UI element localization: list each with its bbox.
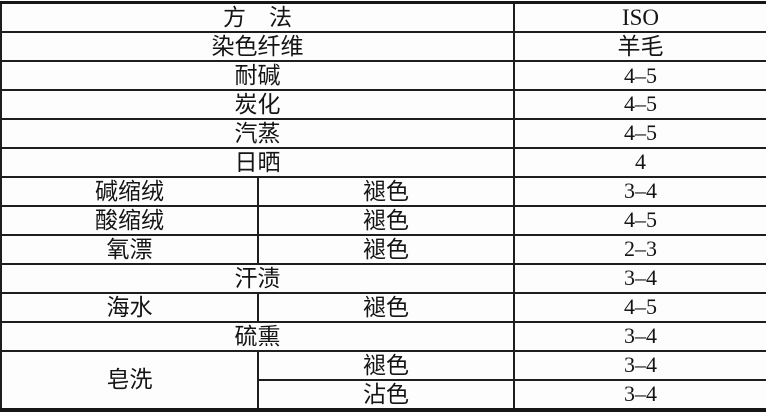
grade-cell: 4–5 — [513, 204, 766, 236]
method-cell: 耐碱 — [0, 60, 515, 91]
table-row-header: 方 法 ISO — [0, 1, 766, 34]
method-cell: 皂洗 — [0, 349, 259, 412]
effect-cell: 褪色 — [257, 175, 515, 207]
effect-cell: 褪色 — [257, 349, 515, 381]
table-row-alkali-milling: 碱缩绒 褪色 3–4 — [0, 175, 766, 207]
standard-header-cell: ISO — [513, 1, 766, 34]
grade-cell: 4–5 — [513, 60, 766, 91]
grade-cell: 3–4 — [513, 378, 766, 412]
method-cell: 碱缩绒 — [0, 175, 259, 207]
method-cell: 硫熏 — [0, 320, 515, 352]
table-row-perspiration: 汗渍 3–4 — [0, 262, 766, 294]
grade-cell: 3–4 — [513, 349, 766, 381]
grade-cell: 3–4 — [513, 320, 766, 352]
table-row-oxygen-bleach: 氧漂 褪色 2–3 — [0, 233, 766, 265]
grade-cell: 3–4 — [513, 262, 766, 294]
method-header-cell: 方 法 — [0, 1, 515, 34]
method-cell: 汗渍 — [0, 262, 515, 294]
table-row-carbonizing: 炭化 4–5 — [0, 89, 766, 120]
method-cell: 氧漂 — [0, 233, 259, 265]
effect-cell: 褪色 — [257, 204, 515, 236]
grade-cell: 3–4 — [513, 175, 766, 207]
table-row-alkali: 耐碱 4–5 — [0, 60, 766, 91]
table-row-soaping-stain: 沾色 3–4 — [1, 378, 766, 412]
table-row-steaming: 汽蒸 4–5 — [0, 117, 766, 149]
method-cell: 染色纤维 — [0, 31, 515, 63]
grade-cell: 4–5 — [513, 89, 766, 120]
value-cell: 羊毛 — [513, 31, 766, 63]
table-row-soaping-fade: 皂洗 褪色 3–4 — [0, 349, 766, 412]
method-cell: 海水 — [0, 291, 259, 323]
method-cell: 日晒 — [0, 146, 515, 178]
effect-cell: 褪色 — [257, 233, 515, 265]
grade-cell: 4–5 — [513, 291, 766, 323]
effect-cell: 沾色 — [257, 378, 515, 412]
method-cell: 酸缩绒 — [0, 204, 259, 236]
table-row-light: 日晒 4 — [0, 146, 766, 178]
method-cell: 炭化 — [0, 89, 515, 120]
grade-cell: 4 — [513, 146, 766, 178]
table-row-seawater: 海水 褪色 4–5 — [0, 291, 766, 323]
method-cell: 汽蒸 — [0, 117, 515, 149]
table-row-acid-milling: 酸缩绒 褪色 4–5 — [0, 204, 766, 236]
grade-cell: 2–3 — [513, 233, 766, 265]
effect-cell: 褪色 — [257, 291, 515, 323]
table-row-fiber: 染色纤维 羊毛 — [0, 31, 766, 63]
grade-cell: 4–5 — [513, 117, 766, 149]
table-row-sulfur-fuming: 硫熏 3–4 — [0, 320, 766, 352]
